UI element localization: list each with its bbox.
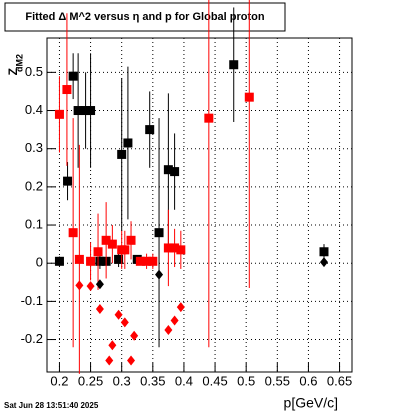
y-tick-label: 0 <box>36 255 43 270</box>
marker <box>135 256 145 266</box>
y-tick-label: 0.2 <box>25 178 43 193</box>
x-tick-label: 0.55 <box>265 373 290 388</box>
x-tick-label: 0.3 <box>113 373 131 388</box>
y-tick-label: -0.2 <box>21 331 43 346</box>
y-axis-label-group: Z dM2 <box>6 54 24 75</box>
marker <box>204 113 214 123</box>
x-tick-label: 0.4 <box>175 373 193 388</box>
marker <box>145 125 155 135</box>
marker <box>63 176 73 186</box>
x-tick-label: 0.5 <box>237 373 255 388</box>
marker <box>148 256 158 266</box>
marker <box>73 106 83 116</box>
y-tick-label: 0.4 <box>25 102 43 117</box>
x-axis-label: p[GeV/c] <box>284 395 338 411</box>
marker <box>93 247 103 257</box>
y-tick-label: 0.1 <box>25 216 43 231</box>
marker <box>229 60 239 70</box>
x-tick-label: 0.35 <box>140 373 165 388</box>
marker <box>163 165 173 175</box>
marker <box>120 317 129 328</box>
marker <box>170 167 180 177</box>
y-tick-label: 0.3 <box>25 140 43 155</box>
marker <box>75 280 84 291</box>
marker <box>114 254 124 264</box>
title-box <box>4 2 286 32</box>
marker <box>74 254 84 264</box>
marker <box>95 279 104 290</box>
marker <box>68 228 78 238</box>
marker <box>154 228 164 238</box>
marker <box>54 109 64 119</box>
marker <box>120 245 130 255</box>
marker <box>130 330 139 341</box>
marker <box>319 247 329 257</box>
marker <box>117 149 127 159</box>
marker <box>101 235 111 245</box>
marker <box>95 256 105 266</box>
plot-frame <box>46 37 353 373</box>
footer: Sat Jun 28 13:51:40 2025 <box>4 401 99 410</box>
marker <box>123 138 133 148</box>
marker <box>86 281 95 292</box>
marker <box>114 309 123 320</box>
marker <box>319 257 328 268</box>
y-tick-label: -0.1 <box>21 293 43 308</box>
marker <box>107 239 117 249</box>
marker <box>95 304 104 315</box>
marker <box>176 245 186 255</box>
marker <box>163 243 173 253</box>
marker <box>155 269 164 280</box>
y-axis-label-sub: dM2 <box>14 54 24 72</box>
marker <box>244 92 254 102</box>
chart-title: Fitted Δ M^2 versus η and p for Global p… <box>25 11 265 23</box>
x-tick-label: 0.45 <box>202 373 227 388</box>
marker <box>105 355 114 366</box>
marker <box>86 256 96 266</box>
x-tick-label: 0.2 <box>50 373 68 388</box>
x-tick-label: 0.6 <box>299 373 317 388</box>
x-tick-label: 0.65 <box>327 373 352 388</box>
marker <box>86 106 96 116</box>
y-tick-label: 0.5 <box>25 64 43 79</box>
marker <box>68 71 78 81</box>
marker <box>176 302 185 313</box>
x-tick-label: 0.25 <box>78 373 103 388</box>
marker <box>108 340 117 351</box>
marker <box>142 256 152 266</box>
y-axis-label: Z <box>6 68 20 75</box>
marker <box>62 85 72 95</box>
marker <box>127 355 136 366</box>
marker <box>81 106 91 116</box>
marker <box>170 243 180 253</box>
marker <box>55 256 64 267</box>
marker <box>164 325 173 336</box>
marker <box>126 235 136 245</box>
marker <box>170 315 179 326</box>
